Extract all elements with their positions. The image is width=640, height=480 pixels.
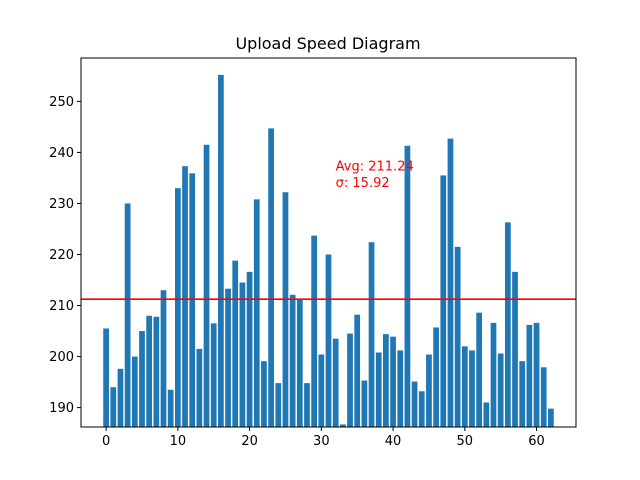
bar-14 — [203, 144, 210, 427]
bar-24 — [275, 383, 282, 427]
bar-11 — [182, 166, 188, 427]
y-tick-label-220: 220 — [49, 248, 74, 263]
bar-12 — [189, 173, 196, 427]
bar-37 — [368, 242, 375, 427]
x-tick-label-50: 50 — [457, 434, 474, 449]
x-axis: 0 10 20 30 40 50 60 — [102, 427, 545, 449]
x-tick-label-40: 40 — [385, 434, 402, 449]
bar-1 — [110, 387, 117, 427]
bars-group — [103, 74, 554, 427]
plot-frame — [80, 57, 577, 428]
bar-9 — [167, 389, 174, 427]
bar-0 — [103, 328, 109, 427]
bar-15 — [210, 323, 217, 427]
x-tick-label-60: 60 — [528, 434, 545, 449]
bar-54 — [490, 322, 497, 427]
bar-40 — [390, 336, 396, 427]
bar-42 — [404, 145, 411, 427]
bar-41 — [397, 350, 404, 427]
bar-48 — [447, 138, 454, 427]
bar-59 — [526, 324, 533, 427]
bar-5 — [139, 331, 145, 427]
bar-30 — [318, 354, 325, 427]
bar-7 — [153, 316, 160, 427]
y-tick-label-230: 230 — [49, 197, 74, 212]
bar-57 — [512, 271, 518, 427]
bar-33 — [339, 424, 346, 427]
bar-22 — [261, 361, 267, 427]
bar-38 — [375, 352, 382, 427]
bar-25 — [282, 192, 289, 427]
bar-13 — [196, 348, 203, 427]
bar-20 — [246, 271, 253, 427]
y-tick-label-250: 250 — [49, 95, 74, 110]
bar-45 — [426, 354, 432, 427]
bar-17 — [225, 288, 231, 427]
bar-47 — [440, 175, 447, 427]
bar-55 — [497, 353, 504, 427]
bar-35 — [354, 314, 361, 427]
bar-16 — [218, 74, 224, 427]
bar-32 — [332, 338, 339, 427]
bar-39 — [383, 334, 389, 427]
y-tick-label-240: 240 — [49, 146, 74, 161]
bar-3 — [124, 203, 131, 427]
bar-49 — [454, 246, 461, 427]
y-tick-label-190: 190 — [49, 401, 74, 416]
bar-4 — [131, 356, 138, 427]
bar-53 — [483, 402, 490, 427]
annotations-group: Avg: 211.24 σ: 15.92 — [336, 159, 414, 191]
bar-2 — [117, 368, 124, 427]
bar-43 — [411, 381, 418, 427]
x-tick-label-0: 0 — [102, 434, 110, 449]
bar-50 — [461, 346, 468, 427]
bar-6 — [146, 315, 153, 427]
bar-21 — [253, 199, 260, 427]
bar-52 — [476, 312, 483, 427]
bar-61 — [540, 367, 547, 427]
bar-46 — [433, 327, 439, 427]
bar-26 — [289, 294, 296, 427]
x-tick-label-10: 10 — [170, 434, 187, 449]
bar-18 — [232, 260, 239, 427]
bar-60 — [533, 322, 540, 427]
bar-56 — [504, 222, 511, 427]
bar-19 — [239, 282, 246, 427]
bar-58 — [519, 361, 526, 427]
bar-23 — [268, 128, 274, 427]
bar-8 — [160, 290, 167, 427]
y-axis: 190 200 210 220 230 240 250 — [49, 95, 81, 416]
bar-62 — [548, 408, 554, 427]
bar-31 — [325, 254, 332, 427]
annotation-0: Avg: 211.24 — [336, 159, 414, 174]
bar-28 — [304, 383, 310, 427]
chart-title: Upload Speed Diagram — [235, 34, 420, 53]
bar-36 — [361, 380, 368, 427]
x-tick-label-20: 20 — [241, 434, 258, 449]
bar-29 — [311, 235, 318, 427]
bar-10 — [174, 188, 181, 427]
y-tick-label-200: 200 — [49, 350, 74, 365]
annotation-1: σ: 15.92 — [336, 176, 390, 191]
bar-27 — [296, 298, 303, 427]
y-tick-label-210: 210 — [49, 299, 74, 314]
bar-44 — [418, 391, 425, 427]
bar-34 — [347, 333, 353, 427]
x-tick-label-30: 30 — [313, 434, 330, 449]
bar-51 — [469, 350, 475, 427]
